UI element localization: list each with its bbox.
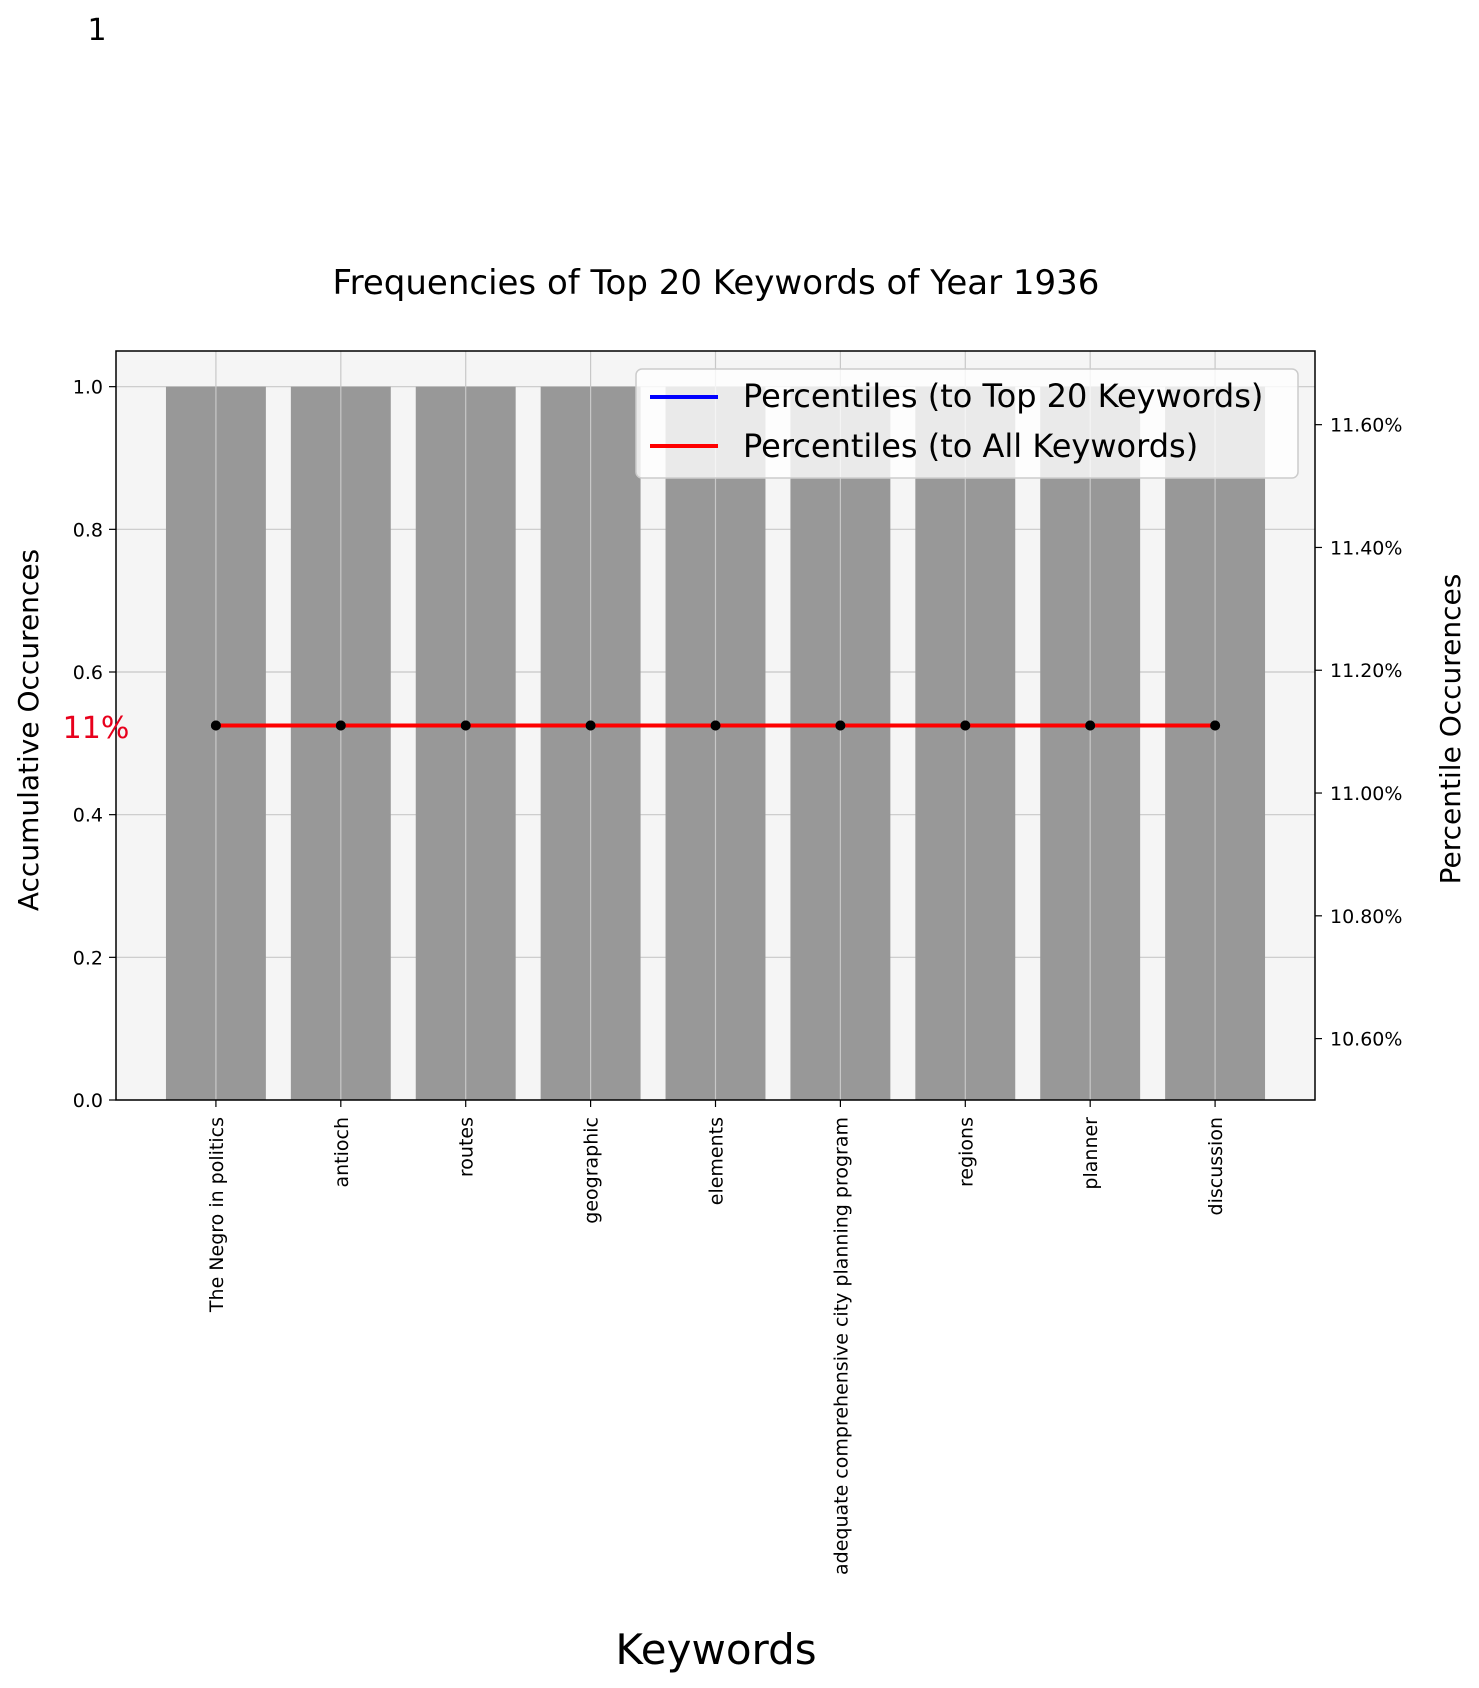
- y-tick-label: 0.6: [73, 662, 103, 684]
- x-tick-label: planner: [1080, 1117, 1102, 1190]
- data-point: [210, 720, 221, 731]
- data-point: [460, 720, 471, 731]
- x-tick-label: elements: [706, 1117, 728, 1205]
- legend-label-top20: Percentiles (to Top 20 Keywords): [743, 377, 1263, 415]
- y-axis-label: Accumulative Occurences: [12, 549, 45, 911]
- y-axis-ticks: 0.0 0.2 0.4 0.6 0.8 1.0: [73, 377, 116, 1112]
- y-tick-label: 0.2: [73, 947, 103, 969]
- data-point: [1210, 720, 1221, 731]
- x-tick-label: antioch: [331, 1117, 353, 1188]
- data-point: [710, 720, 721, 731]
- y-tick-label: 0.8: [73, 519, 103, 541]
- x-tick-label: routes: [456, 1117, 478, 1177]
- data-point: [585, 720, 596, 731]
- bars-group: [165, 351, 1266, 1101]
- y-tick-label: 0.0: [73, 1090, 103, 1112]
- y2-tick-label: 11.20%: [1330, 660, 1402, 682]
- data-point: [960, 720, 971, 731]
- chart-title: Frequencies of Top 20 Keywords of Year 1…: [333, 263, 1100, 303]
- data-point: [835, 720, 846, 731]
- series-lines: [210, 720, 1221, 731]
- y-tick-label: 1.0: [73, 377, 103, 399]
- y2-tick-label: 11.60%: [1330, 415, 1402, 437]
- legend: Percentiles (to Top 20 Keywords) Percent…: [635, 368, 1299, 479]
- page-number: 1: [87, 13, 106, 48]
- legend-label-all: Percentiles (to All Keywords): [743, 427, 1198, 465]
- x-tick-label: geographic: [581, 1117, 603, 1224]
- y2-tick-label: 10.60%: [1330, 1029, 1402, 1051]
- data-point: [1085, 720, 1096, 731]
- x-tick-label: The Negro in politics: [206, 1117, 228, 1313]
- y2-axis-label: Percentile Occurences: [1434, 574, 1467, 885]
- y2-axis-ticks: 10.60% 10.80% 11.00% 11.20% 11.40% 11.60%: [1315, 415, 1402, 1051]
- x-tick-label: regions: [955, 1117, 977, 1187]
- x-axis-ticks: The Negro in politics antioch routes geogra…: [206, 1100, 1227, 1575]
- y2-tick-label: 10.80%: [1330, 906, 1402, 928]
- data-point: [335, 720, 346, 731]
- x-tick-label: adequate comprehensive city planning pro…: [830, 1117, 852, 1575]
- y2-tick-label: 11.00%: [1330, 783, 1402, 805]
- y2-tick-label: 11.40%: [1330, 537, 1402, 559]
- legend-box: [635, 368, 1299, 479]
- percent-annotation: 11%: [63, 711, 130, 746]
- x-tick-label: discussion: [1205, 1117, 1227, 1215]
- y-tick-label: 0.4: [73, 805, 103, 827]
- x-axis-label: Keywords: [615, 1625, 816, 1674]
